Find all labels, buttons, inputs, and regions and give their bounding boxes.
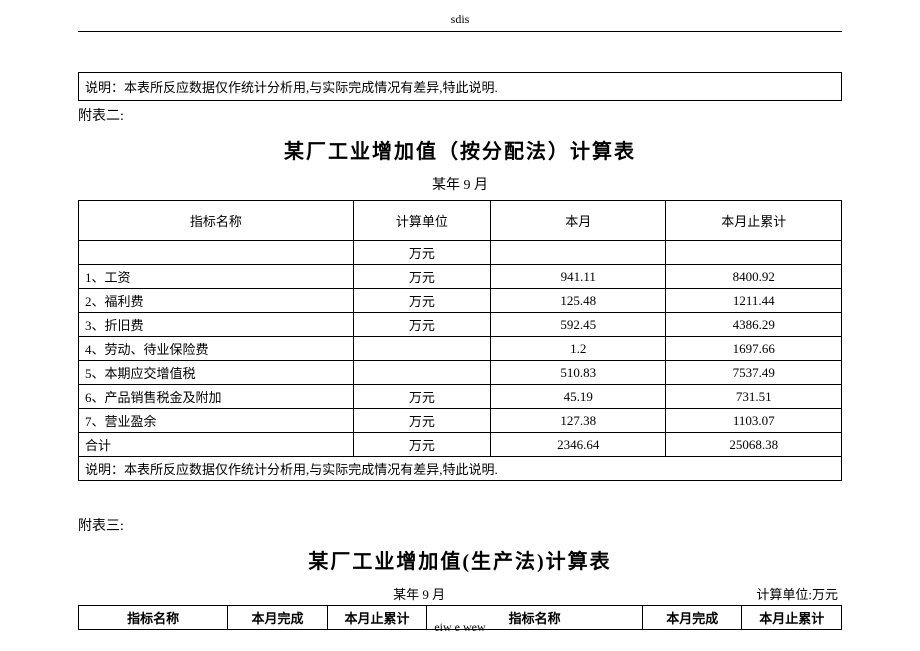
cell-name: 2、福利费 bbox=[79, 289, 354, 313]
cell-name: 7、营业盈余 bbox=[79, 409, 354, 433]
table1-note-cell: 说明：本表所反应数据仅作统计分析用,与实际完成情况有差异,特此说明. bbox=[79, 457, 842, 481]
cell-unit: 万元 bbox=[353, 409, 490, 433]
cell-name: 1、工资 bbox=[79, 265, 354, 289]
cell-unit: 万元 bbox=[353, 313, 490, 337]
attachment-3-label: 附表三: bbox=[78, 515, 842, 535]
table1-period: 某年 9 月 bbox=[78, 174, 842, 194]
cell-name: 4、劳动、待业保险费 bbox=[79, 337, 354, 361]
page-footer: eiw e wew bbox=[0, 620, 920, 635]
col-month: 本月 bbox=[491, 201, 666, 241]
cell-name: 合计 bbox=[79, 433, 354, 457]
cell-unit bbox=[353, 337, 490, 361]
table-row: 1、工资 万元 941.11 8400.92 bbox=[79, 265, 842, 289]
cell-cum: 1103.07 bbox=[666, 409, 842, 433]
col-cum: 本月止累计 bbox=[666, 201, 842, 241]
table1-blank-row: 万元 bbox=[79, 241, 842, 265]
table2-period: 某年 9 月 bbox=[393, 584, 445, 603]
table-row: 4、劳动、待业保险费 1.2 1697.66 bbox=[79, 337, 842, 361]
cell-name: 6、产品销售税金及附加 bbox=[79, 385, 354, 409]
col-name: 指标名称 bbox=[79, 201, 354, 241]
cell-unit: 万元 bbox=[353, 265, 490, 289]
page-header-label: sdis bbox=[78, 12, 842, 27]
cell-cum: 1697.66 bbox=[666, 337, 842, 361]
cell-unit: 万元 bbox=[353, 385, 490, 409]
table1-header-row: 指标名称 计算单位 本月 本月止累计 bbox=[79, 201, 842, 241]
cell-blank-name bbox=[79, 241, 354, 265]
table-row: 7、营业盈余 万元 127.38 1103.07 bbox=[79, 409, 842, 433]
table1: 指标名称 计算单位 本月 本月止累计 万元 1、工资 万元 941.11 840… bbox=[78, 200, 842, 481]
cell-blank-m bbox=[491, 241, 666, 265]
cell-m: 592.45 bbox=[491, 313, 666, 337]
table-row: 2、福利费 万元 125.48 1211.44 bbox=[79, 289, 842, 313]
cell-name: 3、折旧费 bbox=[79, 313, 354, 337]
table2-title: 某厂工业增加值(生产法)计算表 bbox=[78, 545, 842, 574]
table-row: 5、本期应交增值税 510.83 7537.49 bbox=[79, 361, 842, 385]
col-unit: 计算单位 bbox=[353, 201, 490, 241]
table1-title: 某厂工业增加值（按分配法）计算表 bbox=[78, 135, 842, 164]
table2-unit-label: 计算单位:万元 bbox=[756, 584, 838, 603]
cell-m: 2346.64 bbox=[491, 433, 666, 457]
top-note-box: 说明：本表所反应数据仅作统计分析用,与实际完成情况有差异,特此说明. bbox=[78, 72, 842, 101]
cell-m: 1.2 bbox=[491, 337, 666, 361]
cell-m: 127.38 bbox=[491, 409, 666, 433]
cell-unit bbox=[353, 361, 490, 385]
table-row-total: 合计 万元 2346.64 25068.38 bbox=[79, 433, 842, 457]
cell-cum: 8400.92 bbox=[666, 265, 842, 289]
cell-m: 125.48 bbox=[491, 289, 666, 313]
cell-m: 45.19 bbox=[491, 385, 666, 409]
table-row: 3、折旧费 万元 592.45 4386.29 bbox=[79, 313, 842, 337]
cell-cum: 1211.44 bbox=[666, 289, 842, 313]
cell-blank-unit: 万元 bbox=[353, 241, 490, 265]
cell-unit: 万元 bbox=[353, 433, 490, 457]
cell-cum: 4386.29 bbox=[666, 313, 842, 337]
header-rule bbox=[78, 31, 842, 32]
cell-cum: 25068.38 bbox=[666, 433, 842, 457]
attachment-2-label: 附表二: bbox=[78, 105, 842, 125]
cell-cum: 7537.49 bbox=[666, 361, 842, 385]
table1-note-row: 说明：本表所反应数据仅作统计分析用,与实际完成情况有差异,特此说明. bbox=[79, 457, 842, 481]
table-row: 6、产品销售税金及附加 万元 45.19 731.51 bbox=[79, 385, 842, 409]
cell-name: 5、本期应交增值税 bbox=[79, 361, 354, 385]
cell-m: 941.11 bbox=[491, 265, 666, 289]
cell-unit: 万元 bbox=[353, 289, 490, 313]
cell-blank-cum bbox=[666, 241, 842, 265]
cell-cum: 731.51 bbox=[666, 385, 842, 409]
cell-m: 510.83 bbox=[491, 361, 666, 385]
